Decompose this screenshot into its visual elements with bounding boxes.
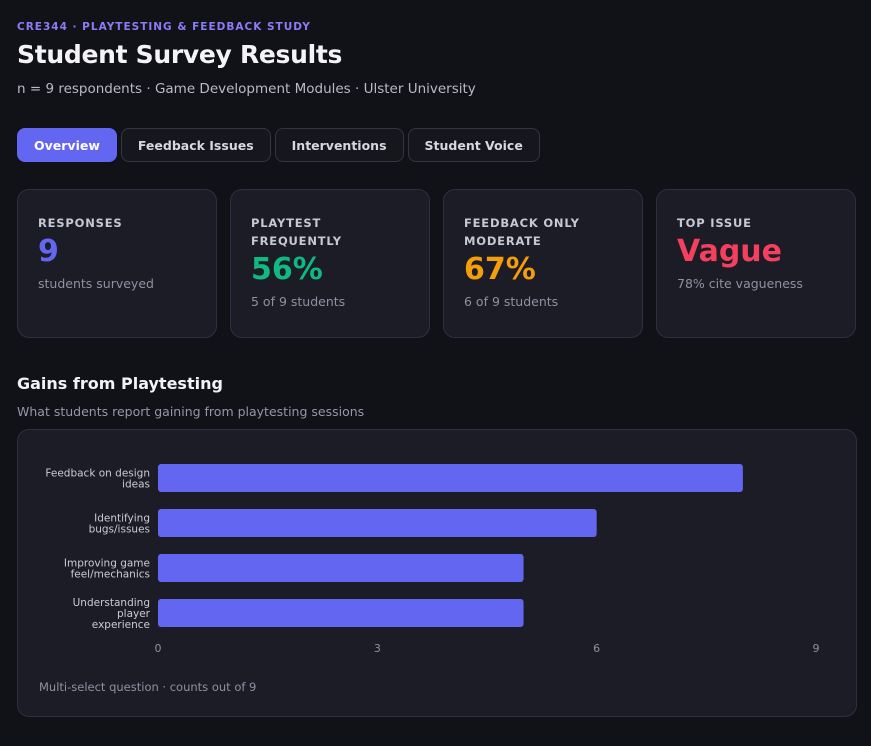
stat-card-value: 56% bbox=[251, 252, 323, 287]
x-tick-label: 0 bbox=[155, 642, 162, 655]
stat-card-label: RESPONSES bbox=[38, 216, 123, 230]
stat-card-note: 6 of 9 students bbox=[464, 294, 559, 309]
section-title: Gains from Playtesting bbox=[17, 374, 223, 393]
section-subtitle: What students report gaining from playte… bbox=[17, 404, 365, 419]
page-subtitle: n = 9 respondents · Game Development Mod… bbox=[17, 81, 476, 97]
eyebrow-label: CRE344 · PLAYTESTING & FEEDBACK STUDY bbox=[17, 21, 311, 33]
bar-1 bbox=[158, 509, 597, 537]
tab-bar: Overview Feedback Issues Interventions S… bbox=[17, 128, 540, 162]
bar-2 bbox=[158, 554, 524, 582]
stat-card-value: 9 bbox=[38, 234, 59, 269]
tab-student-voice[interactable]: Student Voice bbox=[407, 128, 540, 162]
bar-0 bbox=[158, 464, 743, 492]
stat-card-value: 67% bbox=[464, 252, 536, 287]
category-label: Feedback on design ideas bbox=[45, 468, 150, 491]
page-title: Student Survey Results bbox=[17, 40, 343, 69]
stat-card-label: TOP ISSUE bbox=[677, 216, 752, 230]
category-label: Identifying bugs/issues bbox=[89, 513, 150, 536]
stat-card-responses: RESPONSES 9 students surveyed bbox=[17, 189, 217, 338]
stat-card-label: FEEDBACK ONLY MODERATE bbox=[464, 216, 580, 248]
stat-card-note: 78% cite vagueness bbox=[677, 276, 803, 291]
gains-chart-panel: Feedback on design ideas Identifying bugs/i… bbox=[17, 429, 857, 717]
category-label: Improving game feel/mechanics bbox=[64, 558, 150, 581]
tab-overview[interactable]: Overview bbox=[17, 128, 117, 162]
gains-bar-chart: Feedback on design ideas Identifying bugs/i… bbox=[45, 464, 820, 655]
stat-card-top-issue: TOP ISSUE Vague 78% cite vagueness bbox=[656, 189, 856, 338]
stat-cards: RESPONSES 9 students surveyed PLAYTEST F… bbox=[17, 189, 856, 338]
category-label: Understanding player experience bbox=[73, 597, 151, 631]
stat-card-label: PLAYTEST FREQUENTLY bbox=[251, 216, 342, 248]
stat-card-playtest-frequently: PLAYTEST FREQUENTLY 56% 5 of 9 students bbox=[230, 189, 430, 338]
tab-feedback-issues[interactable]: Feedback Issues bbox=[120, 128, 271, 162]
chart-footnote: Multi-select question · counts out of 9 bbox=[39, 680, 257, 694]
x-tick-label: 3 bbox=[374, 642, 381, 655]
stat-card-note: students surveyed bbox=[38, 276, 154, 291]
stat-card-note: 5 of 9 students bbox=[251, 294, 346, 309]
bar-3 bbox=[158, 599, 524, 627]
stat-card-feedback-moderate: FEEDBACK ONLY MODERATE 67% 6 of 9 studen… bbox=[443, 189, 643, 338]
tab-interventions[interactable]: Interventions bbox=[274, 128, 404, 162]
x-tick-label: 9 bbox=[813, 642, 820, 655]
stat-card-value: Vague bbox=[677, 234, 782, 269]
x-tick-label: 6 bbox=[593, 642, 600, 655]
